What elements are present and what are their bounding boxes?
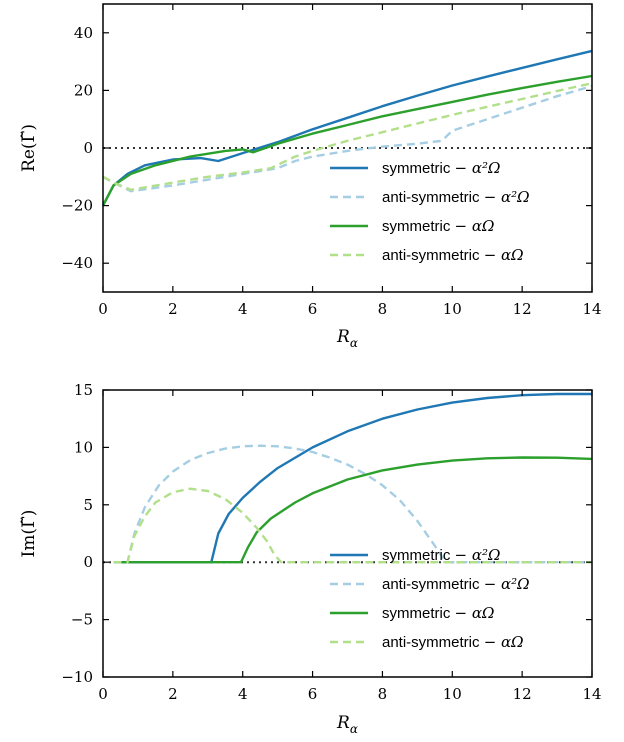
legend: symmetric − α²Ω anti-symmetric − α²Ω symme…: [330, 546, 530, 651]
legend-label-2: symmetric − αΩ: [382, 604, 494, 622]
y-axis-label: Im(Γ̃): [19, 510, 39, 558]
x-tick-label: 10: [443, 300, 462, 318]
im-gamma-chart: 0 2 4 6 8 10 12 14 −10 −5 0 5 10 15 Rα Im(Γ̃) symmetric …: [19, 381, 602, 736]
legend: symmetric − α²Ω anti-symmetric − α²Ω symme…: [330, 159, 530, 264]
y-tick-label: 0: [83, 139, 93, 157]
series-line-2: [113, 456, 593, 564]
y-tick-label: −5: [71, 611, 93, 629]
y-tick-label: 0: [83, 553, 93, 571]
legend-label-0: symmetric − α²Ω: [382, 159, 500, 177]
x-tick-label: 4: [238, 300, 248, 318]
series-line-2: [101, 74, 593, 207]
x-tick-label: 10: [443, 685, 462, 703]
legend-label-3: anti-symmetric − αΩ: [382, 246, 524, 264]
series-line-3: [113, 487, 592, 564]
series-line-1: [102, 84, 593, 193]
legend-label-0: symmetric − α²Ω: [382, 546, 500, 564]
x-tick-label: 14: [582, 300, 601, 318]
y-tick-label: 5: [83, 496, 93, 514]
x-tick-label: 2: [168, 685, 178, 703]
x-tick-label: 6: [308, 300, 318, 318]
series-line-1: [113, 444, 592, 564]
x-tick-label: 12: [513, 300, 532, 318]
y-tick-label: 20: [74, 81, 93, 99]
series-line-3: [102, 82, 593, 192]
x-tick-label: 2: [168, 300, 178, 318]
y-tick-label: −20: [61, 197, 93, 215]
legend-label-1: anti-symmetric − α²Ω: [382, 188, 530, 206]
y-tick-label: −40: [61, 254, 93, 272]
plot-frame: [102, 389, 593, 678]
x-tick-label: 6: [308, 685, 318, 703]
x-tick-label: 4: [238, 685, 248, 703]
legend-label-1: anti-symmetric − α²Ω: [382, 575, 530, 593]
x-axis-label: Rα: [336, 713, 358, 736]
x-tick-label: 0: [98, 300, 108, 318]
series-line-0: [101, 49, 593, 207]
legend-label-3: anti-symmetric − αΩ: [382, 633, 524, 651]
y-tick-label: 15: [74, 381, 93, 399]
x-tick-label: 8: [378, 300, 388, 318]
x-tick-label: 0: [98, 685, 108, 703]
y-tick-label: 40: [74, 24, 93, 42]
series-line-0: [113, 392, 592, 564]
legend-label-2: symmetric − αΩ: [382, 217, 494, 235]
x-tick-label: 12: [513, 685, 532, 703]
x-axis-label: Rα: [336, 327, 358, 350]
re-gamma-chart: 0 2 4 6 8 10 12 14 −40 −20 0 20 40 Rα Re(Γ̃) symmetric …: [19, 3, 602, 350]
y-tick-label: 10: [74, 438, 93, 456]
y-tick-label: −10: [61, 668, 93, 686]
x-tick-label: 14: [582, 685, 601, 703]
x-tick-label: 8: [378, 685, 388, 703]
y-axis-label: Re(Γ̃): [19, 124, 39, 172]
